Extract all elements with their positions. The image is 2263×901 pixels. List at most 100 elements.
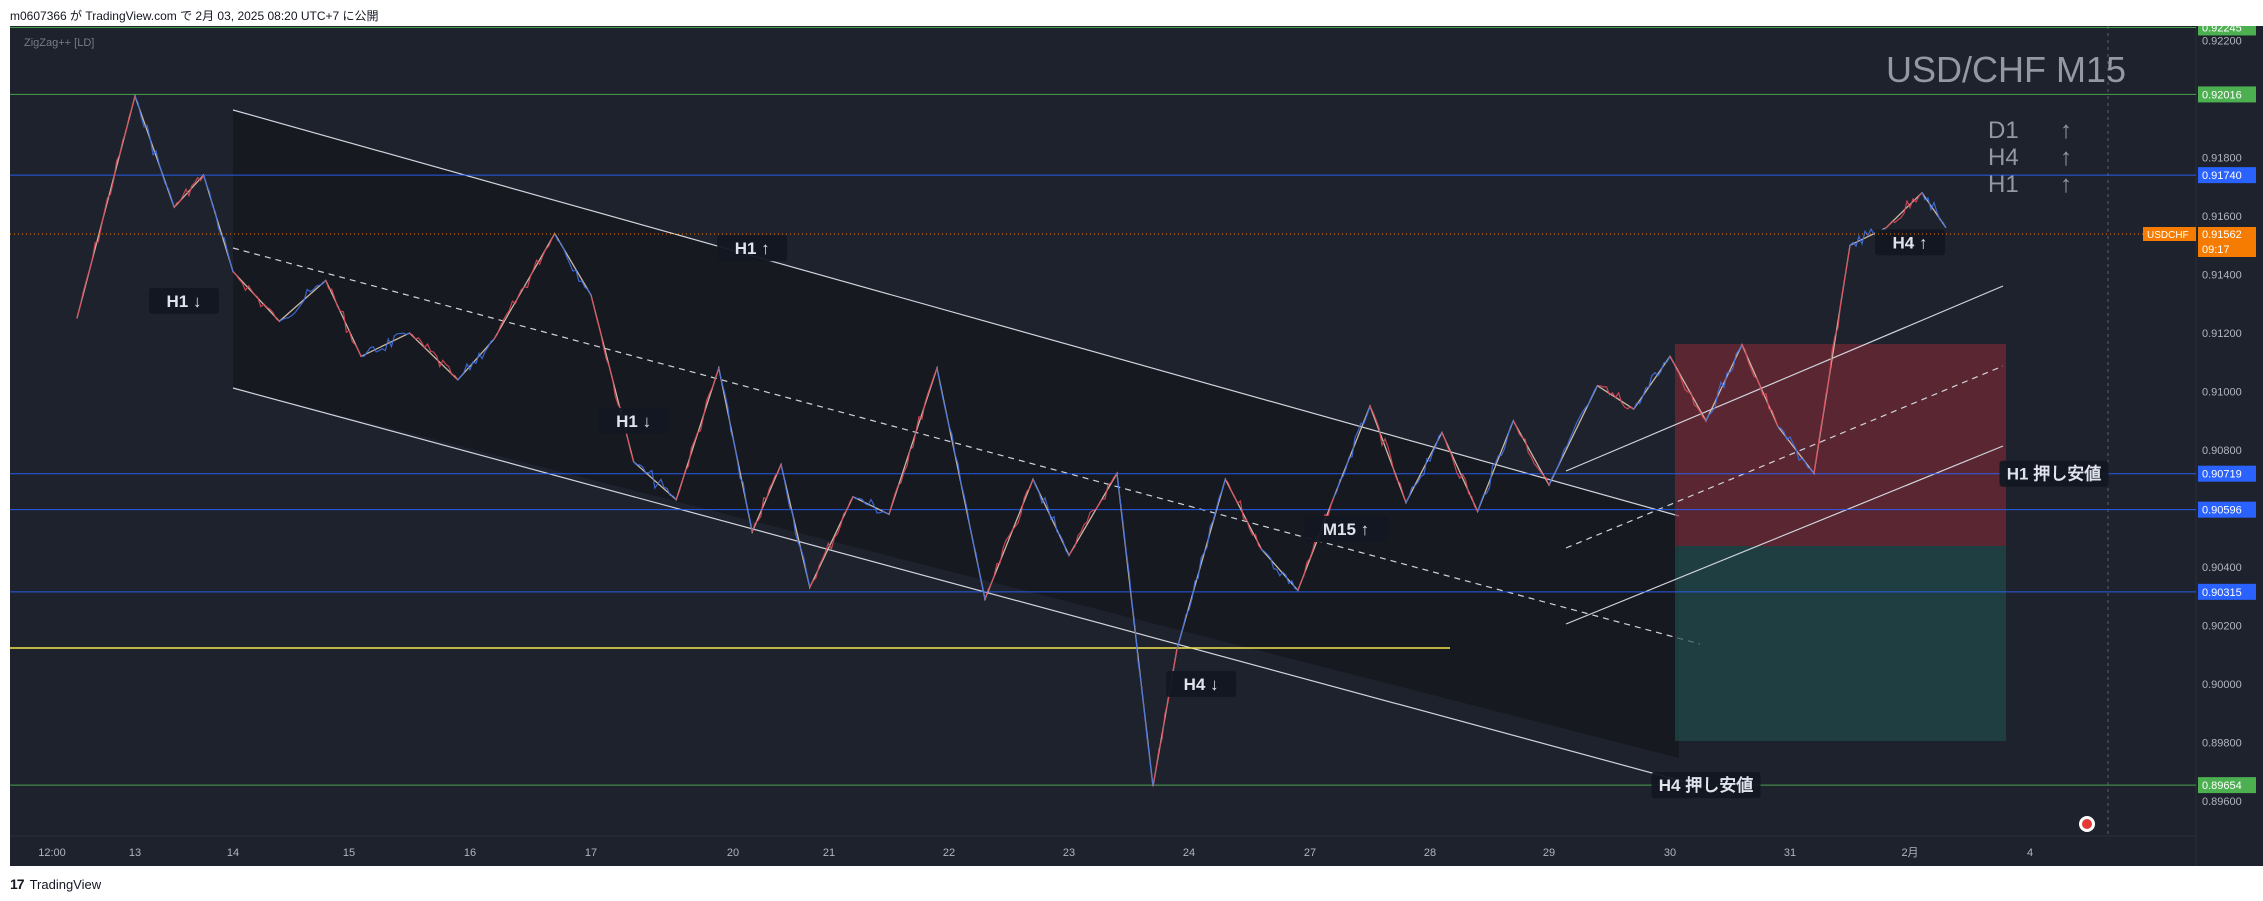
chart-area[interactable]: 0.92245 0.92016 0.91740 0.90719 0.90596 0.903… — [10, 19, 2263, 866]
annotation-box[interactable] — [1651, 772, 1761, 799]
annotation-label: H1 ↓ — [167, 292, 202, 311]
annotation-box[interactable] — [1166, 670, 1237, 697]
price-axis[interactable] — [2196, 26, 2263, 866]
x-tick-label: 15 — [343, 847, 355, 859]
ascending-channel-upper — [1565, 285, 2004, 472]
price-segment — [1885, 192, 1923, 229]
x-tick-label: 28 — [1424, 847, 1436, 859]
footer: 17 TradingView — [0, 866, 2263, 901]
ascending-channel-mid — [1565, 365, 2004, 549]
price-segment — [718, 367, 753, 533]
badge-arrow-up-icon: ↑ — [2060, 144, 2072, 171]
price-segment — [1741, 344, 1779, 427]
x-tick-label: 27 — [1304, 847, 1316, 859]
current-price-countdown: 09:17 — [2202, 244, 2230, 256]
price-segment — [457, 338, 495, 381]
x-tick-label: 30 — [1664, 847, 1676, 859]
price-level-value: 0.91740 — [2202, 170, 2242, 182]
price-segment — [936, 367, 986, 600]
price-segment — [1777, 426, 1815, 474]
x-tick-label: 2月 — [1901, 847, 1918, 859]
x-tick-label: 16 — [464, 847, 476, 859]
ascending-channel-lower — [1565, 445, 2004, 625]
annotation-box[interactable] — [1304, 515, 1388, 542]
price-segment — [1512, 420, 1550, 486]
risk-zone — [1675, 344, 2006, 546]
price-level-value: 0.90315 — [2202, 587, 2242, 599]
price-segment — [1705, 344, 1743, 422]
price-segment — [173, 174, 205, 208]
price-segment — [1921, 192, 1947, 229]
channel-upper-line — [232, 109, 1680, 517]
badge-arrow-up-icon: ↑ — [2060, 117, 2072, 144]
annotation-box[interactable] — [717, 235, 788, 262]
x-tick-label: 20 — [727, 847, 739, 859]
annotation-box[interactable] — [1999, 460, 2109, 487]
x-tick-label: 12:00 — [38, 847, 66, 859]
price-segment — [203, 174, 234, 272]
price-segment — [279, 279, 327, 322]
price-level-tag — [2198, 777, 2256, 794]
badge-label-d1: D1 — [1988, 117, 2019, 144]
annotation-label: H4 押し安値 — [1659, 775, 1753, 795]
price-level-tag — [2198, 167, 2256, 184]
annotation-label: H1 押し安値 — [2007, 464, 2101, 484]
current-price-tag — [2198, 227, 2256, 257]
x-tick-label: 4 — [2027, 847, 2033, 859]
current-price-value: 0.91562 — [2202, 229, 2242, 241]
price-segment — [633, 461, 677, 501]
annotation-box[interactable] — [598, 407, 669, 434]
descending-channel-fill — [233, 110, 1679, 758]
price-level-value: 0.90719 — [2202, 469, 2242, 481]
price-segment — [1633, 356, 1671, 410]
price-level-tag — [2198, 501, 2256, 518]
price-segment — [232, 271, 280, 322]
price-chart[interactable]: 0.92245 0.92016 0.91740 0.90719 0.90596 0.903… — [10, 19, 2263, 866]
price-level-value: 0.92016 — [2202, 89, 2242, 101]
annotation-label: M15 ↑ — [1323, 520, 1369, 539]
indicator-label[interactable]: ZigZag++ [LD] — [24, 37, 94, 49]
y-tick-label: 0.91000 — [2202, 387, 2242, 399]
price-segment — [809, 496, 854, 588]
y-tick-label: 0.91400 — [2202, 270, 2242, 282]
annotation-box[interactable] — [149, 287, 219, 314]
y-tick-label: 0.90200 — [2202, 620, 2242, 632]
price-segment — [1405, 432, 1443, 503]
x-tick-label: 24 — [1183, 847, 1195, 859]
price-segment — [888, 367, 938, 515]
price-level-tag — [2198, 583, 2256, 600]
reward-zone — [1675, 546, 2006, 741]
channel-lower-line — [232, 387, 1701, 787]
y-tick-label: 0.91200 — [2202, 328, 2242, 340]
annotation-label: H1 ↓ — [616, 412, 651, 431]
price-segment — [1669, 356, 1707, 422]
price-segment — [493, 233, 556, 340]
y-tick-label: 0.89600 — [2202, 796, 2242, 808]
current-price-marker: USDCHF 0.91562 09:17 — [10, 227, 2256, 257]
timeframe-badges: D1 ↑ H4 ↑ H1 ↑ — [1988, 117, 2072, 198]
price-level-value: 0.89654 — [2202, 780, 2242, 792]
y-tick-label: 0.90400 — [2202, 562, 2242, 574]
price-segment — [1477, 420, 1514, 512]
price-segment — [134, 95, 175, 208]
price-segment — [1068, 473, 1118, 556]
tradingview-logo[interactable]: 17 TradingView — [10, 876, 101, 892]
symbol-label: USDCHF — [2147, 230, 2189, 241]
x-tick-label: 29 — [1543, 847, 1555, 859]
price-segment — [325, 280, 362, 357]
symbol-tag — [2143, 227, 2196, 241]
price-segment — [1261, 548, 1299, 591]
y-tick-label: 0.90000 — [2202, 679, 2242, 691]
drawings-layer — [10, 26, 2109, 836]
price-segment — [1333, 405, 1371, 498]
tradingview-brand: TradingView — [29, 876, 102, 892]
x-tick-label: 23 — [1063, 847, 1075, 859]
event-flag-icon[interactable] — [2079, 816, 2095, 832]
annotation-box[interactable] — [1875, 229, 1945, 256]
price-segment — [1597, 385, 1635, 410]
price-segment — [1441, 432, 1479, 512]
price-segment — [1176, 479, 1226, 650]
price-segment — [852, 496, 890, 515]
y-tick-label: 0.91800 — [2202, 153, 2242, 165]
price-segment — [1032, 478, 1070, 556]
